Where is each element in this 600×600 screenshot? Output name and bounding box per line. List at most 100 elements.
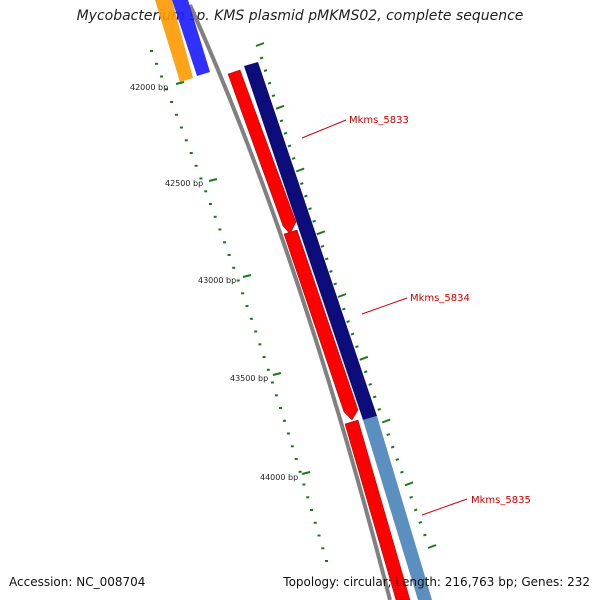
gene-arrow-red-2	[283, 229, 359, 421]
inner-tick	[218, 228, 222, 231]
inner-tick	[302, 483, 306, 486]
major-tick	[208, 178, 218, 182]
outer-tick	[324, 257, 329, 261]
outer-tick	[283, 131, 288, 135]
outer-tick	[409, 495, 413, 499]
inner-tick	[170, 101, 173, 103]
inner-tick	[325, 560, 328, 562]
outer-tick	[333, 282, 338, 286]
inner-tick	[174, 113, 178, 116]
outer-tick	[287, 144, 292, 148]
inner-tick	[310, 509, 313, 511]
outer-tick	[359, 355, 369, 361]
outer-tick	[279, 119, 284, 123]
outer-tick	[320, 244, 325, 248]
inner-tick	[184, 139, 188, 142]
outer-tick	[372, 395, 377, 399]
backbone-line	[188, 4, 392, 600]
outer-tick	[400, 470, 404, 474]
inner-tick	[204, 190, 208, 193]
outer-tick	[271, 94, 276, 98]
inner-tick	[213, 215, 217, 218]
gene-arrow-red-1	[227, 69, 297, 235]
outer-tick	[418, 520, 423, 524]
outer-tick	[267, 81, 272, 85]
inner-tick	[236, 279, 240, 282]
outer-tick	[390, 445, 395, 449]
inner-tick	[232, 266, 236, 269]
gene-label: Mkms_5833	[349, 115, 409, 126]
major-tick	[272, 372, 282, 376]
inner-tick	[294, 458, 298, 460]
tick-label: 42000 bp	[130, 83, 168, 92]
topology-summary: Topology: circular; Length: 216,763 bp; …	[283, 575, 590, 589]
outer-tick	[381, 418, 391, 424]
tick-label: 42500 bp	[165, 179, 203, 188]
outer-tick	[377, 407, 382, 411]
inner-tick	[227, 254, 231, 256]
outer-tick	[308, 207, 312, 211]
inner-tick	[249, 317, 253, 320]
inner-tick-marks	[150, 50, 328, 562]
inner-tick	[165, 88, 168, 91]
inner-tick	[189, 152, 193, 154]
outer-tick	[341, 307, 346, 311]
inner-tick	[286, 432, 290, 435]
outer-tick	[427, 544, 437, 549]
inner-tick	[160, 75, 163, 78]
inner-tick	[270, 381, 274, 384]
inner-tick	[274, 394, 278, 397]
outer-tick	[395, 458, 400, 462]
inner-tick	[279, 407, 282, 409]
tick-label: 44000 bp	[260, 473, 298, 482]
outer-tick	[386, 433, 391, 437]
inner-tick	[245, 305, 249, 307]
inner-tick	[194, 164, 198, 167]
outer-tick	[423, 533, 427, 537]
outer-tick	[304, 194, 308, 198]
feature-orange	[155, 0, 193, 82]
inner-tick	[262, 356, 266, 358]
tick-label: 43000 bp	[198, 276, 236, 285]
outer-tick	[337, 293, 347, 298]
inner-tick	[150, 50, 153, 52]
outer-tick	[316, 230, 326, 236]
outer-tick	[312, 219, 316, 223]
gene-label: Mkms_5834	[410, 293, 470, 304]
tick-label: 43500 bp	[230, 374, 268, 383]
inner-tick	[313, 521, 317, 524]
gene-label: Mkms_5835	[471, 495, 531, 506]
inner-tick	[241, 292, 245, 295]
outer-tick	[368, 382, 373, 386]
outer-tick	[275, 104, 285, 110]
outer-tick	[355, 345, 359, 349]
gene-leader-3	[421, 498, 468, 516]
feature-blue	[172, 0, 210, 76]
gene-bar-navy	[244, 62, 377, 420]
inner-tick	[209, 203, 212, 205]
outer-tick	[404, 481, 414, 487]
outer-tick	[329, 269, 333, 273]
inner-tick	[283, 419, 286, 422]
outer-tick	[295, 167, 305, 173]
inner-tick	[155, 62, 158, 65]
outer-tick	[255, 42, 265, 47]
outer-tick	[259, 56, 264, 60]
gene-leader-1	[301, 119, 347, 139]
inner-tick	[321, 547, 325, 550]
gene-bar-steel-blue	[363, 416, 432, 600]
outer-tick	[346, 320, 350, 324]
outer-tick	[413, 508, 418, 512]
inner-tick	[290, 445, 294, 448]
outer-tick	[363, 370, 368, 374]
outer-tick	[263, 69, 268, 73]
major-tick	[242, 274, 252, 278]
inner-tick	[306, 496, 310, 499]
inner-tick	[258, 343, 262, 346]
outer-tick	[299, 182, 304, 186]
inner-tick	[223, 241, 226, 244]
gene-arrow-red-3	[344, 419, 411, 600]
gene-leader-2	[361, 297, 408, 315]
inner-tick	[179, 126, 183, 129]
inner-tick	[266, 368, 270, 371]
